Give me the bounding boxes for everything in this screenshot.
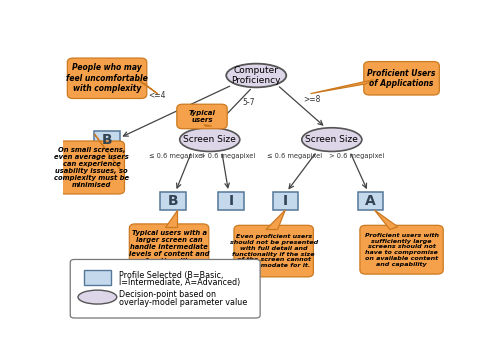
Text: > 0.6 megapixel: > 0.6 megapixel	[328, 153, 384, 159]
Ellipse shape	[180, 128, 240, 151]
Text: Proficient users with
sufficiently large
screens should not
have to compromise
o: Proficient users with sufficiently large…	[364, 233, 438, 267]
FancyBboxPatch shape	[58, 141, 124, 194]
FancyBboxPatch shape	[364, 62, 440, 95]
FancyBboxPatch shape	[218, 192, 244, 210]
FancyBboxPatch shape	[358, 192, 383, 210]
Text: Computer
Proficiency: Computer Proficiency	[232, 66, 281, 85]
Text: Typical users with a
larger screen can
handle intermediate
levels of content and: Typical users with a larger screen can h…	[129, 230, 210, 264]
Ellipse shape	[78, 290, 117, 304]
Text: I=Intermediate, A=Advanced): I=Intermediate, A=Advanced)	[118, 278, 240, 287]
Text: On small screens,
even average users
can experience
usability issues, so
complex: On small screens, even average users can…	[54, 147, 129, 188]
Polygon shape	[310, 80, 374, 94]
Text: Screen Size: Screen Size	[184, 135, 236, 144]
FancyBboxPatch shape	[70, 260, 260, 318]
Text: ≤ 0.6 megapixel: ≤ 0.6 megapixel	[268, 153, 322, 159]
Polygon shape	[374, 210, 398, 230]
Text: Even proficient users
should not be presented
with full detail and
functionality: Even proficient users should not be pres…	[230, 234, 318, 268]
Text: Proficient Users
of Applications: Proficient Users of Applications	[368, 68, 436, 88]
Text: B: B	[102, 132, 113, 147]
FancyBboxPatch shape	[234, 225, 314, 277]
FancyBboxPatch shape	[360, 225, 443, 274]
Text: B: B	[168, 194, 178, 208]
Ellipse shape	[302, 128, 362, 151]
FancyBboxPatch shape	[160, 192, 186, 210]
Ellipse shape	[226, 64, 286, 87]
FancyBboxPatch shape	[130, 224, 209, 270]
Text: People who may
feel uncomfortable
with complexity: People who may feel uncomfortable with c…	[66, 63, 148, 93]
Text: <=4: <=4	[148, 91, 166, 100]
Text: I: I	[228, 194, 234, 208]
FancyBboxPatch shape	[84, 270, 111, 285]
Text: >=8: >=8	[304, 95, 321, 104]
Polygon shape	[94, 134, 120, 170]
Text: I: I	[283, 194, 288, 208]
Polygon shape	[165, 210, 177, 227]
Text: > 0.6 megapixel: > 0.6 megapixel	[200, 153, 255, 159]
Text: Typical
users: Typical users	[188, 110, 216, 123]
Polygon shape	[266, 210, 285, 230]
Text: ≤ 0.6 megapixel: ≤ 0.6 megapixel	[149, 153, 204, 159]
Text: A: A	[365, 194, 376, 208]
Polygon shape	[137, 80, 158, 94]
FancyBboxPatch shape	[272, 192, 298, 210]
Text: overlay-model parameter value: overlay-model parameter value	[118, 298, 247, 307]
Text: Profile Selected (B=Basic,: Profile Selected (B=Basic,	[118, 271, 223, 280]
FancyBboxPatch shape	[94, 131, 120, 149]
Text: Screen Size: Screen Size	[306, 135, 358, 144]
Text: 5-7: 5-7	[242, 98, 255, 107]
FancyBboxPatch shape	[68, 58, 147, 98]
FancyBboxPatch shape	[177, 104, 227, 129]
Text: Decision-point based on: Decision-point based on	[118, 290, 216, 299]
Polygon shape	[204, 125, 212, 126]
